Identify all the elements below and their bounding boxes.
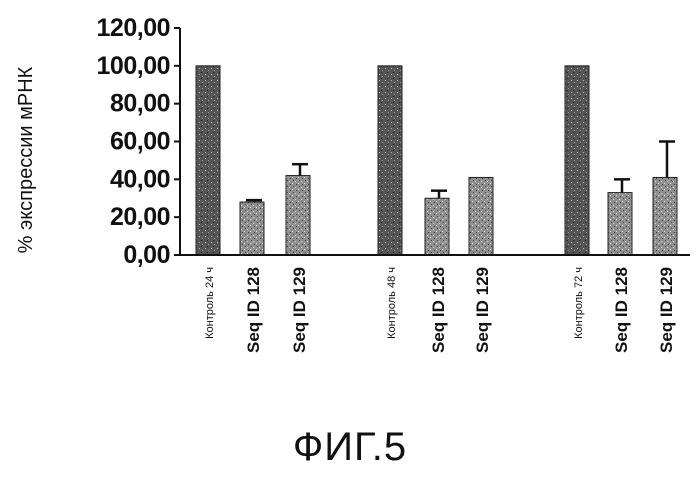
bar — [286, 176, 310, 255]
bar — [240, 202, 264, 255]
y-tick-label: 80,00 — [110, 90, 170, 118]
y-tick-label: 120,00 — [97, 14, 170, 42]
x-tick-label: Контроль 48 ч — [386, 267, 398, 339]
x-tick-label: Seq ID 128 — [429, 267, 448, 353]
y-tick-label: 40,00 — [110, 165, 170, 193]
x-axis-labels: Контроль 24 ч Seq ID 128 Seq ID 129 Контрол… — [204, 267, 676, 353]
y-tick-label: 60,00 — [110, 128, 170, 156]
x-tick-label: Seq ID 129 — [473, 267, 492, 353]
y-tick-label: 20,00 — [110, 203, 170, 231]
bar-chart: % экспрессии мРНК 0,00 20,00 40,00 60,00 80,… — [0, 0, 700, 420]
y-axis-label: % экспрессии мРНК — [15, 66, 37, 253]
x-tick-label: Seq ID 129 — [657, 267, 676, 353]
x-tick-label: Seq ID 128 — [244, 267, 263, 353]
chart-svg: % экспрессии мРНК 0,00 20,00 40,00 60,00 80,… — [0, 0, 700, 420]
bar — [608, 193, 632, 255]
bar — [196, 66, 220, 255]
bar — [378, 66, 402, 255]
x-tick-label: Seq ID 129 — [290, 267, 309, 353]
y-tick-label: 100,00 — [97, 52, 170, 80]
bar — [653, 177, 677, 255]
x-tick-label: Контроль 72 ч — [573, 267, 585, 339]
x-tick-label: Seq ID 128 — [612, 267, 631, 353]
figure-caption: ФИГ.5 — [0, 425, 700, 470]
y-axis: 0,00 20,00 40,00 60,00 80,00 100,00 120,00 — [97, 14, 180, 269]
x-tick-label: Контроль 24 ч — [204, 267, 216, 339]
y-tick-label: 0,00 — [123, 241, 170, 269]
bar — [425, 198, 449, 255]
bar — [469, 177, 493, 255]
bars — [196, 66, 677, 255]
bar — [565, 66, 589, 255]
